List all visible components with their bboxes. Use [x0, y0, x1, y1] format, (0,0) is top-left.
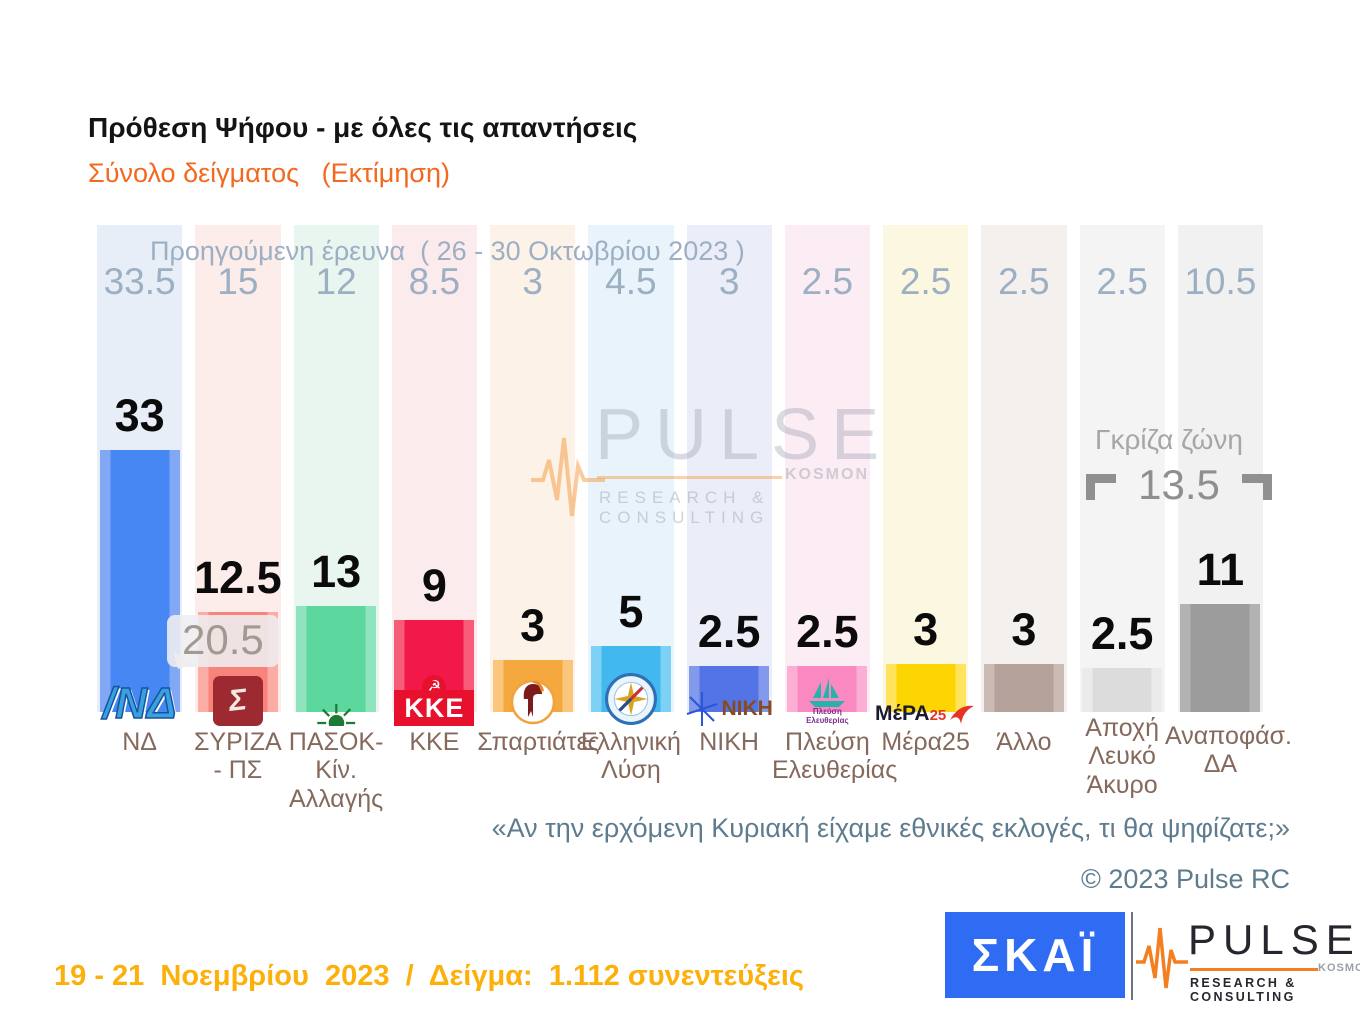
previous-survey-value: 15	[217, 261, 259, 302]
current-value: 2.5	[796, 606, 859, 657]
gray-zone-label: Γκρίζα ζώνη	[1095, 424, 1243, 455]
current-value: 2.5	[697, 606, 761, 657]
previous-survey-value: 2.5	[899, 261, 952, 302]
pulse-logo-underline	[1190, 968, 1318, 971]
party-label: Ελληνική Λύση	[580, 728, 681, 785]
current-value: 3	[1011, 604, 1037, 655]
previous-survey-heading: Προηγούμενη έρευνα ( 26 - 30 Οκτωβρίου 2…	[150, 236, 745, 266]
kke-logo: ☭ KKE	[392, 675, 477, 726]
current-value: 11	[1196, 544, 1245, 595]
pulse-logo-brand: PULSE	[1188, 916, 1360, 963]
logo-divider	[1131, 912, 1133, 1000]
lead-bubble: 20.5	[167, 615, 279, 667]
previous-survey-value: 3	[522, 261, 543, 302]
party-column: 4.5 5 Ελληνική Λύση	[581, 225, 681, 784]
party-column: 33.5 33/ΝΔ ΝΔ	[97, 225, 183, 756]
party-label: Αναποφάσ. ΔΑ	[1164, 722, 1292, 779]
party-column: 2.5 2.5 Αποχή Λευκό Άκυρο	[1079, 225, 1165, 799]
bar	[885, 664, 966, 712]
bar	[1180, 604, 1261, 712]
spartiates-logo	[490, 676, 575, 726]
niki-logo: ΝΙΚΗ	[687, 692, 773, 726]
gray-zone-value: 13.5	[1138, 461, 1220, 508]
pulse-logo-kosmon: KOSMON	[1318, 962, 1360, 974]
current-value: 2.5	[1090, 608, 1154, 659]
party-label: Μέρα25	[881, 728, 970, 756]
party-label: ΣΥΡΙΖΑ - ΠΣ	[194, 728, 282, 785]
party-column: 3 2.5 ΝΙΚΗ ΝΙΚΗ	[686, 225, 773, 756]
survey-question: «Αν την ερχόμενη Κυριακή είχαμε εθνικές …	[491, 813, 1290, 843]
gray-zone-value-row: 13.5	[1086, 462, 1272, 506]
party-label: ΚΚΕ	[409, 728, 460, 756]
party-label: ΝΙΚΗ	[699, 728, 759, 756]
mera25-logo: ΜέΡΑ25	[875, 702, 975, 726]
previous-survey-value: 2.5	[801, 261, 854, 302]
pasok-logo: ☀	[294, 699, 379, 726]
party-label: ΝΔ	[122, 728, 157, 756]
previous-survey-value: 4.5	[605, 261, 657, 302]
current-value: 3	[520, 600, 546, 651]
pulse-heartbeat-icon	[1136, 927, 1188, 989]
page-title: Πρόθεση Ψήφου - με όλες τις απαντήσεις	[88, 112, 638, 143]
party-column: 10.5 11 Αναποφάσ. ΔΑ	[1165, 225, 1292, 778]
party-label: Αποχή Λευκό Άκυρο	[1085, 714, 1160, 799]
gray-zone-left-bracket-icon	[1086, 474, 1116, 500]
party-column: 3 3 Σπαρτιάτες	[477, 225, 600, 756]
elliniki-lysi-logo	[588, 672, 673, 726]
previous-survey-value: 10.5	[1184, 261, 1257, 302]
gray-zone-right-bracket-icon	[1242, 474, 1272, 500]
pulse-logo-tagline: RESEARCH & CONSULTING	[1190, 976, 1297, 1004]
party-label: Σπαρτιάτες	[477, 728, 600, 756]
skai-logo-text: ΣΚΑΪ	[971, 929, 1099, 981]
current-value: 3	[913, 604, 939, 655]
previous-survey-value: 2.5	[998, 261, 1050, 302]
nd-logo: /ΝΔ	[102, 679, 177, 728]
party-label: Άλλο	[996, 728, 1052, 756]
previous-survey-value: 8.5	[408, 261, 461, 302]
previous-survey-value: 33.5	[103, 261, 176, 302]
party-column: 2.5 2.5 Πλεύση Ελευθερίας Πλεύση Ελευθερίας	[772, 225, 897, 784]
party-label: ΠΑΣΟΚ-Κίν. Αλλαγής	[288, 728, 384, 813]
skai-logo: ΣΚΑΪ	[945, 912, 1125, 998]
party-label: Πλεύση Ελευθερίας	[771, 728, 898, 785]
bar	[1082, 668, 1163, 712]
previous-survey-value: 12	[315, 261, 357, 302]
bar	[983, 664, 1064, 712]
previous-survey-value: 3	[718, 261, 740, 302]
fieldwork-info: 19 - 21 Νοεμβρίου 2023 / Δείγμα: 1.112 σ…	[54, 960, 804, 992]
current-value: 9	[421, 560, 447, 611]
pulse-logo: PULSE KOSMON RESEARCH & CONSULTING	[1136, 916, 1360, 1004]
bar	[296, 606, 377, 712]
party-column: 2.5 3 Άλλο	[981, 225, 1067, 756]
syriza-logo: Σ	[195, 676, 280, 726]
previous-survey-value: 2.5	[1096, 261, 1148, 302]
plefsi-logo: Πλεύση Ελευθερίας	[785, 678, 870, 726]
current-value: 13	[311, 546, 362, 597]
current-value: 33	[114, 390, 165, 441]
party-column: 2.5 3 ΜέΡΑ25 Μέρα25	[875, 225, 975, 756]
party-column: 8.5 9 ☭ KKE ΚΚΕ	[391, 225, 477, 756]
current-value: 12.5	[194, 552, 282, 603]
page-subtitle: Σύνολο δείγματος (Εκτίμηση)	[88, 158, 451, 188]
party-column: 12 13 ☀ΠΑΣΟΚ-Κίν.Αλλαγής	[289, 225, 383, 813]
copyright: © 2023 Pulse RC	[1081, 864, 1290, 894]
current-value: 5	[618, 586, 644, 637]
